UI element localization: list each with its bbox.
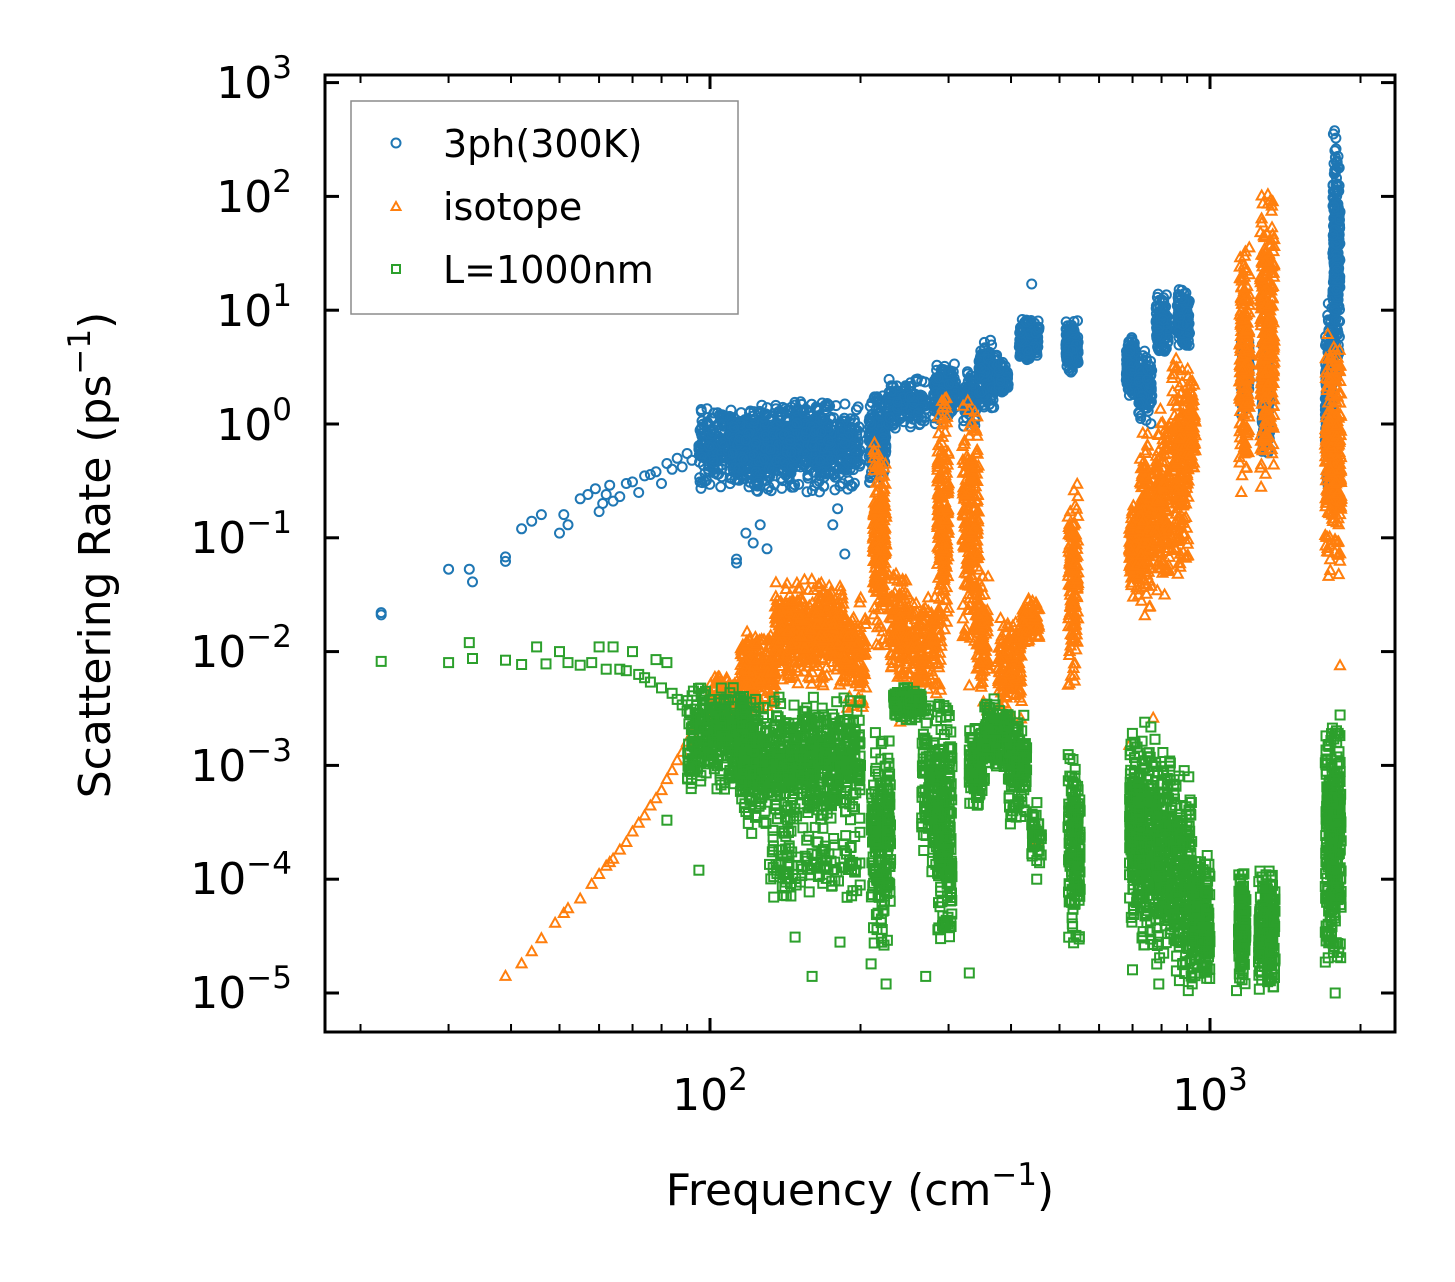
data-point-circle — [535, 509, 547, 521]
data-point-circle — [604, 479, 616, 491]
data-point-circle — [701, 403, 713, 415]
data-point-circle — [789, 479, 801, 491]
data-point-circle — [582, 489, 594, 500]
data-point-circle — [839, 398, 851, 410]
data-point-circle — [716, 437, 728, 449]
data-point-circle — [676, 461, 688, 473]
series-layer — [375, 125, 1348, 999]
data-point-circle — [829, 484, 841, 496]
data-point-circle — [834, 468, 846, 479]
data-point-circle — [731, 557, 742, 569]
data-point-circle — [589, 483, 601, 495]
data-point-triangle — [625, 824, 640, 837]
data-point-triangle — [660, 772, 674, 785]
data-point-triangle — [498, 968, 513, 981]
data-point-circle — [467, 576, 478, 588]
data-point-circle — [703, 466, 715, 478]
data-point-circle — [526, 515, 538, 527]
data-point-circle — [656, 478, 667, 489]
data-point-triangle — [769, 575, 783, 588]
data-point-circle — [850, 404, 862, 416]
data-point-triangle — [1333, 658, 1347, 671]
data-point-circle — [597, 498, 609, 509]
data-point-circle — [694, 476, 706, 488]
data-point-circle — [1026, 278, 1038, 290]
data-point-circle — [762, 483, 774, 495]
data-point-circle — [811, 478, 823, 489]
data-point-circle — [558, 509, 570, 521]
data-point-circle — [703, 440, 715, 452]
data-point-triangle — [585, 876, 599, 889]
data-point-circle — [704, 478, 716, 490]
data-point-triangle — [665, 763, 679, 776]
data-point-circle — [614, 491, 626, 503]
data-point-triangle — [561, 901, 575, 914]
data-point-triangle — [514, 956, 529, 969]
data-point-circle — [839, 438, 851, 449]
data-point-circle — [500, 551, 511, 563]
data-point-triangle — [548, 915, 562, 928]
data-point-circle — [671, 452, 683, 464]
data-point-circle — [633, 487, 645, 498]
data-point-circle — [644, 469, 656, 480]
data-point-circle — [747, 537, 759, 549]
data-point-triangle — [573, 891, 587, 904]
data-point-triangle — [637, 808, 652, 821]
data-point-circle — [666, 463, 678, 475]
data-point-circle — [686, 454, 698, 466]
data-point-circle — [846, 480, 858, 492]
data-point-triangle — [654, 783, 669, 796]
data-point-circle — [776, 482, 788, 494]
data-point-circle — [554, 527, 565, 539]
data-point-triangle — [534, 931, 549, 944]
data-point-circle — [562, 519, 574, 531]
data-point-circle — [708, 454, 719, 466]
series-circle — [375, 125, 1346, 621]
data-point-triangle — [962, 678, 976, 691]
data-point-circle — [740, 527, 752, 539]
data-point-circle — [801, 486, 813, 498]
data-point-circle — [375, 609, 387, 621]
data-point-circle — [706, 428, 718, 440]
data-point-circle — [852, 456, 863, 468]
data-point-circle — [818, 471, 830, 483]
data-point-circle — [500, 555, 511, 567]
data-point-triangle — [619, 834, 633, 847]
data-point-circle — [697, 418, 709, 430]
data-point-circle — [716, 471, 728, 483]
data-point-circle — [695, 404, 707, 415]
data-point-circle — [620, 478, 632, 489]
data-point-circle — [836, 453, 848, 465]
data-point-circle — [717, 411, 729, 423]
data-point-circle — [802, 469, 814, 481]
data-point-circle — [845, 455, 857, 467]
data-point-circle — [463, 563, 475, 575]
data-point-circle — [827, 519, 839, 531]
data-point-circle — [754, 519, 766, 531]
data-point-circle — [661, 458, 673, 469]
data-point-circle — [839, 548, 851, 560]
data-point-circle — [650, 466, 662, 478]
data-point-triangle — [797, 572, 812, 585]
data-point-circle — [696, 451, 707, 463]
data-point-circle — [639, 470, 651, 482]
data-point-circle — [832, 503, 844, 515]
data-point-triangle — [525, 944, 539, 957]
data-point-circle — [627, 476, 638, 488]
data-point-triangle — [1234, 484, 1248, 497]
data-point-circle — [715, 481, 727, 493]
data-point-circle — [695, 482, 707, 494]
data-point-circle — [706, 412, 718, 424]
data-point-circle — [443, 563, 455, 575]
data-point-circle — [731, 553, 742, 565]
data-point-circle — [837, 433, 849, 445]
data-point-circle — [516, 523, 528, 535]
data-point-circle — [600, 489, 612, 500]
data-point-circle — [761, 543, 773, 555]
